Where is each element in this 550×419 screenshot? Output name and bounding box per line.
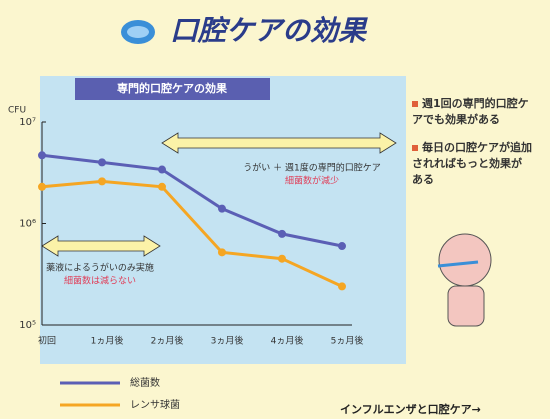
point	[338, 242, 346, 250]
bullet: 毎日の口腔ケアが追加されればもっと効果がある	[412, 140, 532, 188]
y-tick-label: 10⁵	[19, 320, 36, 331]
slide-title: 口腔ケアの効果	[170, 14, 368, 47]
y-axis-label: CFU	[8, 106, 26, 116]
legend-label: レンサ球菌	[130, 398, 180, 411]
chart-panel	[40, 76, 406, 364]
point	[98, 158, 106, 166]
point	[278, 255, 286, 263]
annotation: うがい ＋ 週1度の専門的口腔ケア	[243, 162, 380, 174]
x-tick-label: 5ヵ月後	[331, 335, 364, 347]
point	[218, 205, 226, 213]
annotation: 細菌数が減少	[285, 175, 339, 187]
point	[218, 248, 226, 256]
y-tick-label: 10⁶	[19, 219, 36, 230]
point	[98, 177, 106, 185]
point	[38, 183, 46, 191]
x-tick-label: 2ヵ月後	[151, 335, 184, 347]
slide: 口腔ケアの効果 専門的口腔ケアの効果 CFU 総菌数 レンサ球菌 インフルエンザ…	[0, 0, 550, 419]
point	[278, 230, 286, 238]
bullet: 週1回の専門的口腔ケアでも効果がある	[412, 96, 532, 128]
chart: 口腔ケアの効果 専門的口腔ケアの効果 CFU 総菌数 レンサ球菌 インフルエンザ…	[0, 0, 550, 419]
x-tick-label: 初回	[38, 335, 56, 347]
x-tick-label: 4ヵ月後	[271, 335, 304, 347]
legend-label: 総菌数	[130, 376, 160, 389]
annotation: 細菌数は減らない	[64, 275, 136, 287]
point	[158, 166, 166, 174]
footer: インフルエンザと口腔ケア→	[340, 402, 481, 416]
x-tick-label: 1ヵ月後	[91, 335, 124, 347]
x-tick-label: 3ヵ月後	[211, 335, 244, 347]
point	[158, 183, 166, 191]
y-tick-label: 10⁷	[19, 117, 36, 128]
figure	[438, 234, 491, 326]
point	[338, 282, 346, 290]
chart-subtitle: 専門的口腔ケアの効果	[117, 81, 227, 95]
logo-inner	[127, 26, 149, 38]
point	[38, 151, 46, 159]
annotation: 薬液によるうがいのみ実施	[46, 262, 154, 274]
